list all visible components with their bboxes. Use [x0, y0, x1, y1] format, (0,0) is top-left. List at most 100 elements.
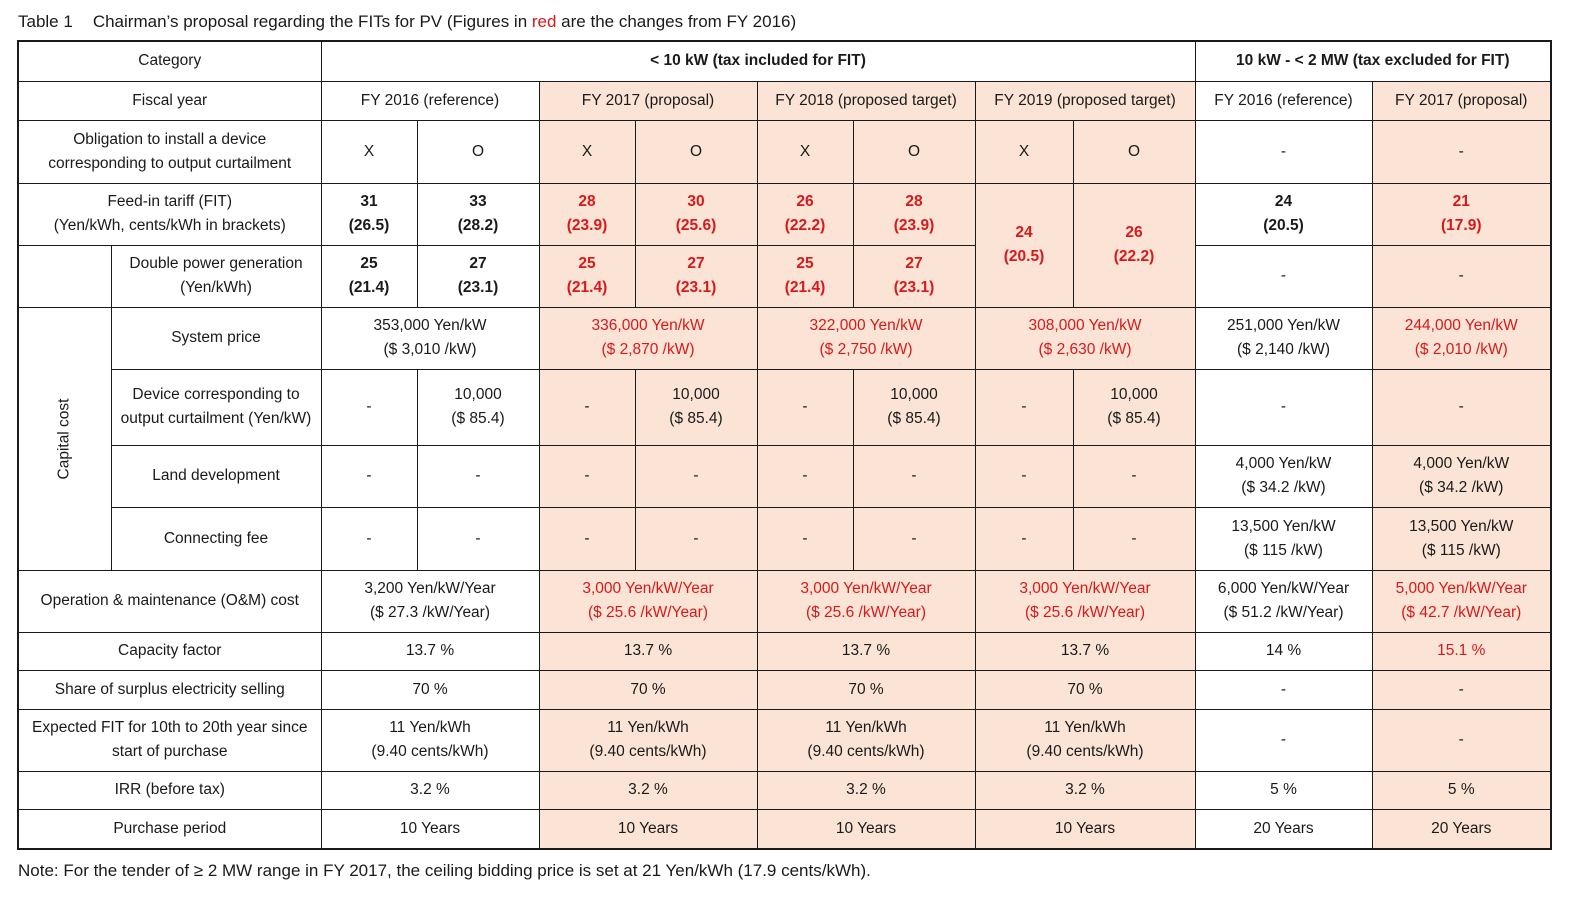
caption-red-word: red: [531, 12, 557, 31]
obligation-cell: X: [756, 119, 854, 184]
irr-cell: 3.2 %: [974, 770, 1196, 810]
double-power-cell: 27 (23.1): [416, 244, 540, 308]
land-cell: 4,000 Yen/kW ($ 34.2 /kW): [1194, 444, 1373, 508]
device-cell: -: [538, 368, 636, 446]
group-header-small: < 10 kW (tax included for FIT): [320, 40, 1196, 82]
surplus-share-cell: 70 %: [974, 669, 1196, 710]
capacity-factor-cell: 14 %: [1194, 631, 1373, 671]
purchase-period-row: Purchase period 10 Years 10 Years 10 Yea…: [17, 808, 1552, 850]
surplus-share-cell: 70 %: [320, 669, 540, 710]
purchase-period-cell: 10 Years: [974, 808, 1196, 850]
irr-cell: 3.2 %: [320, 770, 540, 810]
capacity-factor-cell: 13.7 %: [320, 631, 540, 671]
om-cost-row: Operation & maintenance (O&M) cost 3,200…: [17, 569, 1552, 633]
system-price-cell: 353,000 Yen/kW ($ 3,010 /kW): [320, 306, 540, 370]
om-cost-cell: 6,000 Yen/kW/Year ($ 51.2 /kW/Year): [1194, 569, 1373, 633]
om-cost-cell: 3,200 Yen/kW/Year ($ 27.3 /kW/Year): [320, 569, 540, 633]
connecting-fee-cell: 13,500 Yen/kW ($ 115 /kW): [1194, 506, 1373, 571]
obligation-cell: X: [974, 119, 1074, 184]
purchase-period-cell: 10 Years: [320, 808, 540, 850]
year-header: FY 2019 (proposed target): [974, 80, 1196, 121]
land-cell: -: [1072, 444, 1196, 508]
fit-cell: 26 (22.2): [756, 182, 854, 246]
land-row: Land development - - - - - - - - 4,000 Y…: [18, 444, 1552, 508]
irr-cell: 5 %: [1194, 770, 1373, 810]
purchase-period-cell: 10 Years: [538, 808, 758, 850]
table-footnote: Note: For the tender of ≥ 2 MW range in …: [18, 861, 871, 880]
double-power-cell: 25 (21.4): [538, 244, 636, 308]
om-cost-label: Operation & maintenance (O&M) cost: [17, 569, 322, 633]
system-price-cell: 322,000 Yen/kW ($ 2,750 /kW): [756, 306, 976, 370]
irr-cell: 3.2 %: [756, 770, 976, 810]
year-header: FY 2017 (proposal): [538, 80, 758, 121]
connecting-fee-cell: -: [1072, 506, 1196, 571]
obligation-cell: X: [538, 119, 636, 184]
obligation-cell: O: [416, 119, 540, 184]
connecting-fee-cell: 13,500 Yen/kW ($ 115 /kW): [1371, 506, 1552, 571]
om-cost-cell: 3,000 Yen/kW/Year ($ 25.6 /kW/Year): [756, 569, 976, 633]
device-cell: 10,000 ($ 85.4): [416, 368, 540, 446]
fiscal-year-row: Fiscal year FY 2016 (reference) FY 2017 …: [17, 80, 1552, 121]
irr-cell: 3.2 %: [538, 770, 758, 810]
surplus-share-cell: -: [1371, 669, 1552, 710]
fit-cell: 30 (25.6): [634, 182, 758, 246]
surplus-share-label: Share of surplus electricity selling: [17, 669, 322, 710]
purchase-period-cell: 10 Years: [756, 808, 976, 850]
double-power-row: Double power generation (Yen/kWh) 25 (21.4…: [17, 244, 1552, 308]
capacity-factor-row: Capacity factor 13.7 % 13.7 % 13.7 % 13.…: [17, 631, 1552, 671]
expected-fit-row: Expected FIT for 10th to 20th year since…: [17, 708, 1552, 772]
expected-fit-cell: 11 Yen/kWh (9.40 cents/kWh): [538, 708, 758, 772]
surplus-share-cell: 70 %: [756, 669, 976, 710]
expected-fit-label: Expected FIT for 10th to 20th year since…: [17, 708, 322, 772]
caption-text-end: are the changes from FY 2016): [556, 12, 797, 31]
system-price-cell: 308,000 Yen/kW ($ 2,630 /kW): [974, 306, 1196, 370]
purchase-period-label: Purchase period: [17, 808, 322, 850]
double-power-cell: 27 (23.1): [634, 244, 758, 308]
category-header: Category: [17, 40, 322, 82]
om-cost-cell: 3,000 Yen/kW/Year ($ 25.6 /kW/Year): [974, 569, 1196, 633]
device-cell: -: [1371, 368, 1552, 446]
expected-fit-cell: -: [1371, 708, 1552, 772]
connecting-fee-cell: -: [320, 506, 418, 571]
land-cell: -: [320, 444, 418, 508]
device-cell: -: [756, 368, 854, 446]
surplus-share-cell: -: [1194, 669, 1373, 710]
land-cell: -: [416, 444, 540, 508]
system-price-row: Capital cost System price 353,000 Yen/kW…: [17, 306, 1552, 571]
obligation-cell: -: [1371, 119, 1552, 184]
fit-cell: 28 (23.9): [538, 182, 636, 246]
fit-cell-merged: 26 (22.2): [1072, 182, 1196, 308]
system-price-label: System price: [110, 306, 322, 370]
table-caption: Table 1 Chairman’s proposal regarding the…: [18, 10, 796, 34]
device-cell: -: [974, 368, 1074, 446]
capacity-factor-label: Capacity factor: [17, 631, 322, 671]
obligation-row: Obligation to install a device correspond…: [17, 119, 1552, 184]
device-row: Device corresponding to output curtailmen…: [18, 368, 1552, 446]
connecting-fee-cell: -: [974, 506, 1074, 571]
land-label: Land development: [110, 444, 322, 508]
connecting-fee-row: Connecting fee - - - - - - - - 13,500 Ye…: [18, 506, 1552, 571]
obligation-cell: O: [852, 119, 976, 184]
double-power-cell: 25 (21.4): [756, 244, 854, 308]
land-cell: -: [634, 444, 758, 508]
caption-text: Chairman’s proposal regarding the FITs f…: [92, 12, 532, 31]
system-price-cell: 336,000 Yen/kW ($ 2,870 /kW): [538, 306, 758, 370]
capacity-factor-cell: 13.7 %: [538, 631, 758, 671]
double-power-cell: 27 (23.1): [852, 244, 976, 308]
fit-cell: 21 (17.9): [1371, 182, 1552, 246]
fiscal-year-label: Fiscal year: [17, 80, 322, 121]
purchase-period-cell: 20 Years: [1371, 808, 1552, 850]
capacity-factor-cell: 15.1 %: [1371, 631, 1552, 671]
land-cell: -: [974, 444, 1074, 508]
expected-fit-cell: 11 Yen/kWh (9.40 cents/kWh): [320, 708, 540, 772]
fit-cell: 28 (23.9): [852, 182, 976, 246]
obligation-label: Obligation to install a device correspond…: [17, 119, 322, 184]
om-cost-cell: 5,000 Yen/kW/Year ($ 42.7 /kW/Year): [1371, 569, 1552, 633]
capacity-factor-cell: 13.7 %: [756, 631, 976, 671]
year-header: FY 2016 (reference): [320, 80, 540, 121]
device-cell: 10,000 ($ 85.4): [1072, 368, 1196, 446]
system-price-cell: 244,000 Yen/kW ($ 2,010 /kW): [1371, 306, 1552, 370]
obligation-cell: O: [1072, 119, 1196, 184]
obligation-cell: X: [320, 119, 418, 184]
year-header: FY 2016 (reference): [1194, 80, 1373, 121]
